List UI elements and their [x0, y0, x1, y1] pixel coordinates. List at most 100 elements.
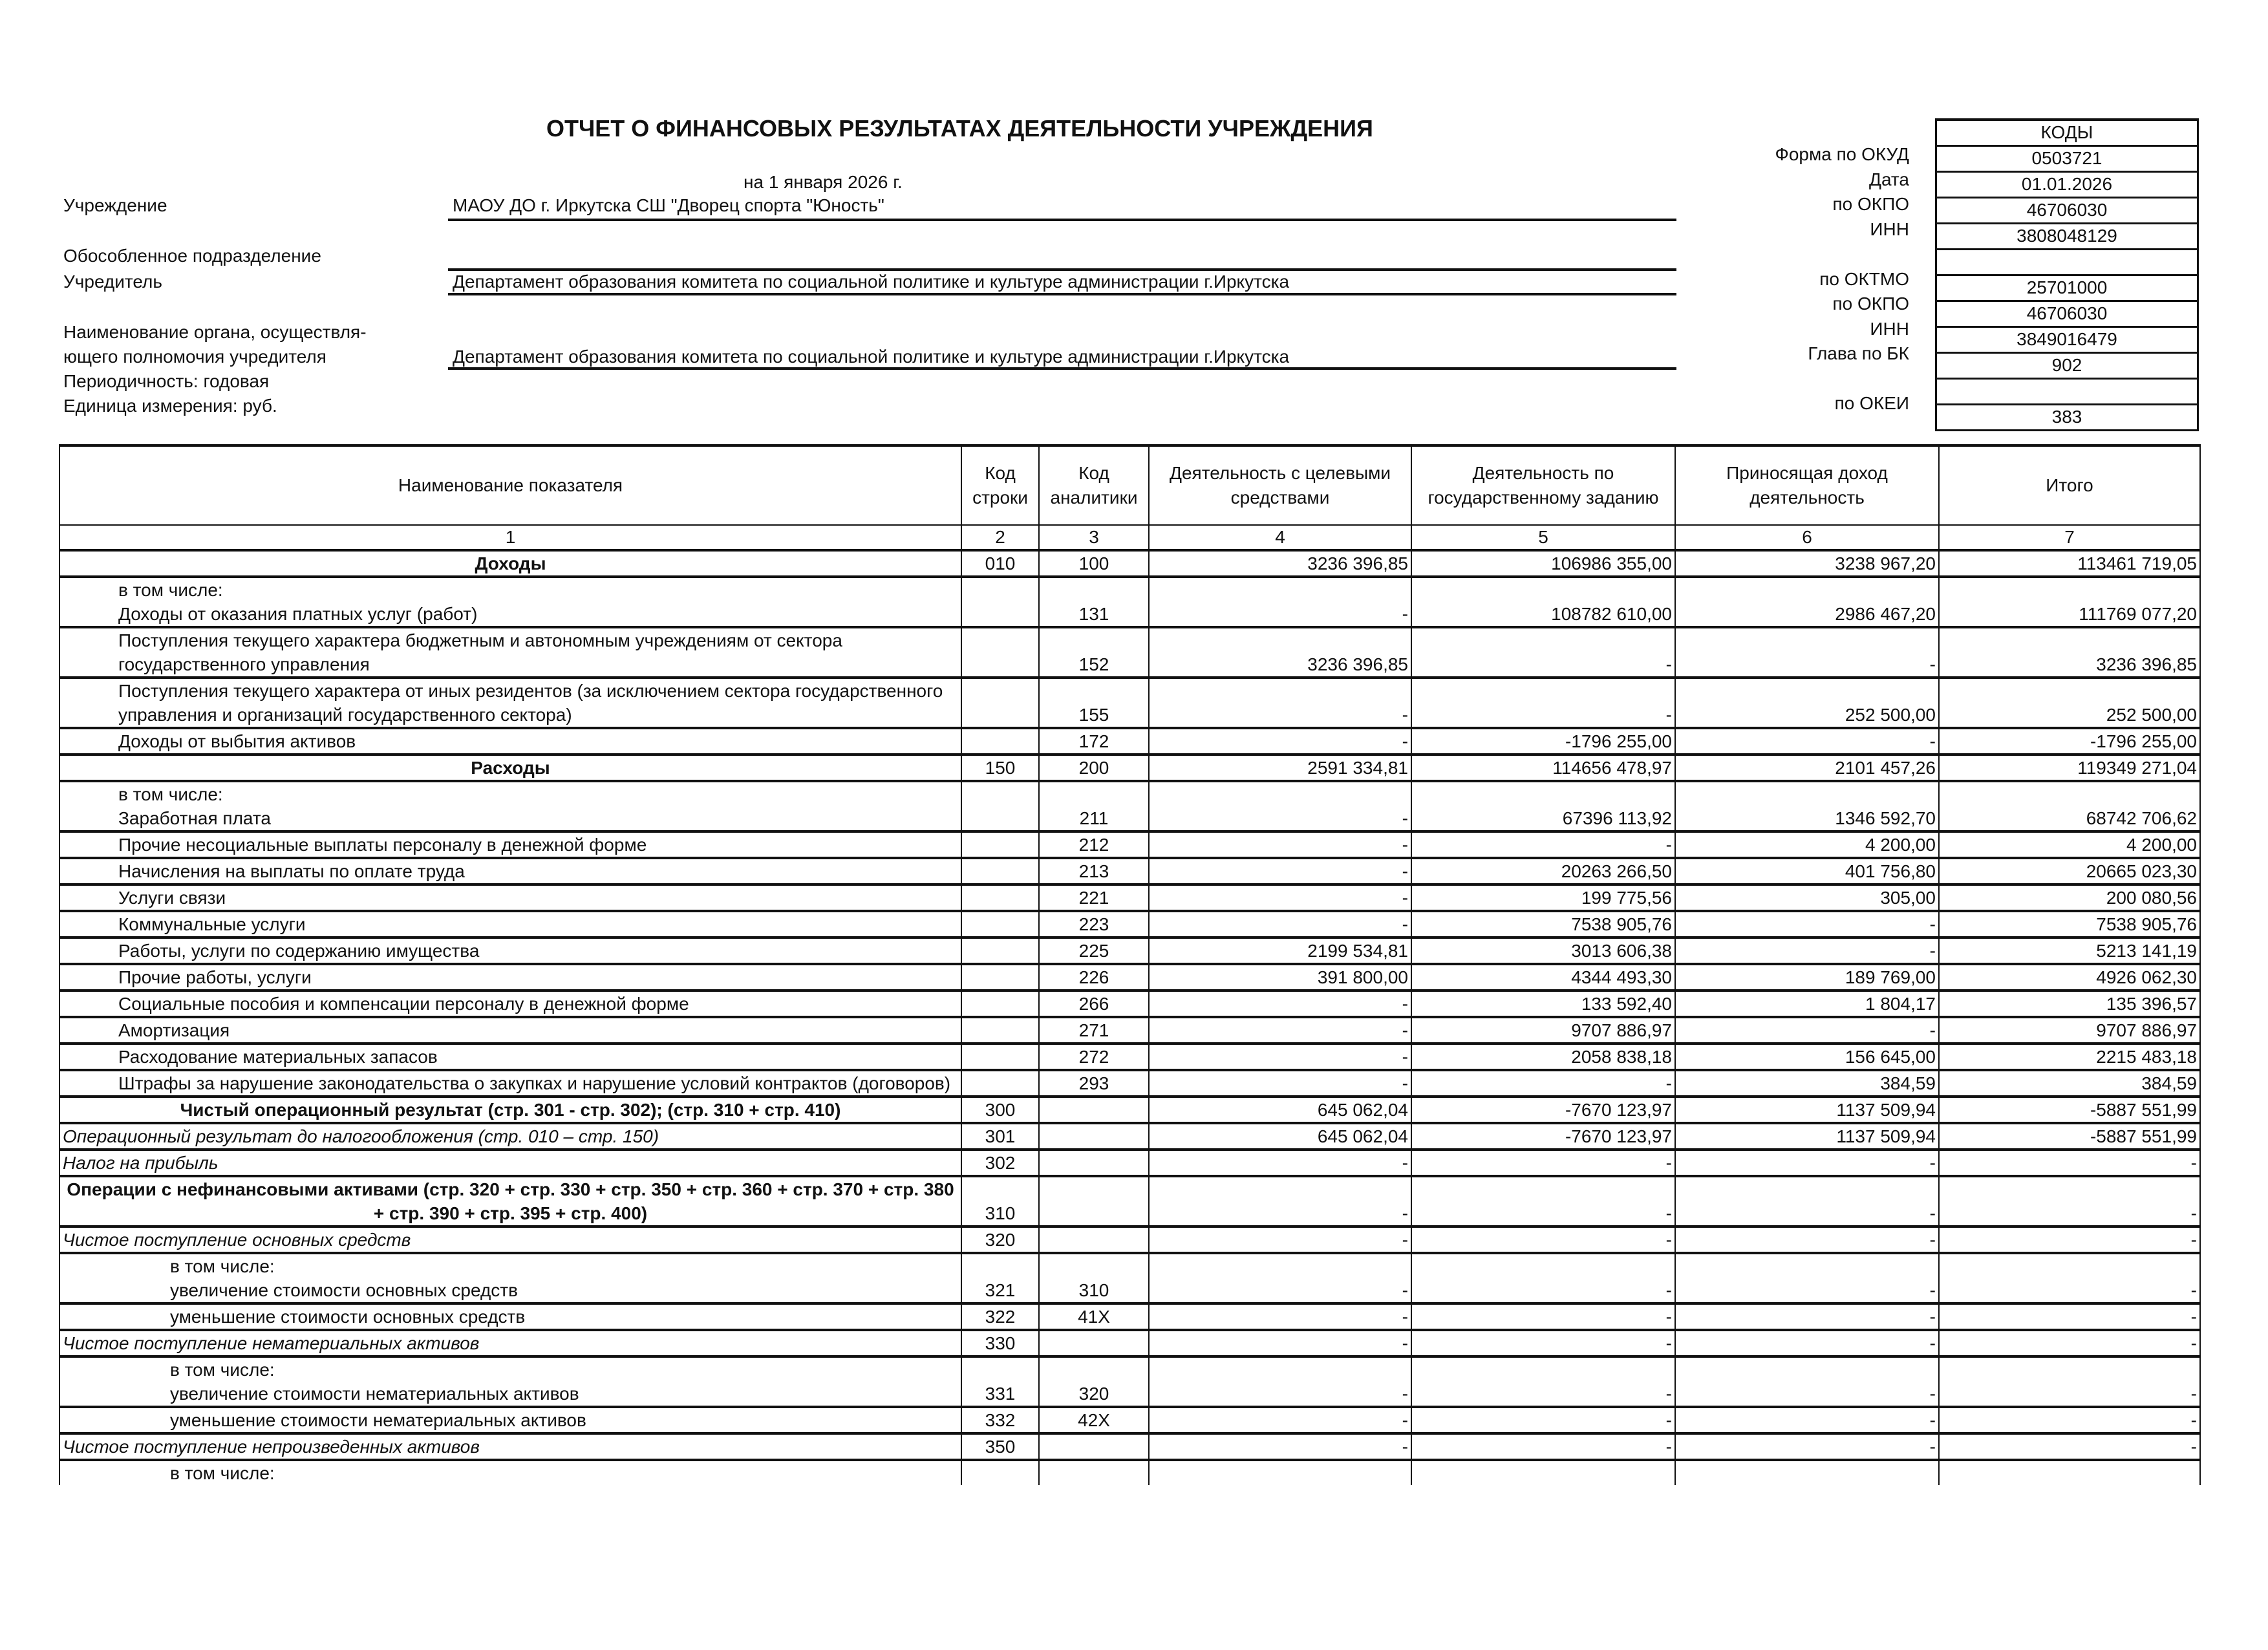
- table-row: Доходы от оказания платных услуг (работ)…: [59, 602, 2201, 628]
- income-activity: 2101 457,26: [1674, 755, 1940, 782]
- state-assignment: -: [1411, 1330, 1676, 1358]
- row-code: [961, 938, 1040, 965]
- table-row: Поступления текущего характера бюджетным…: [59, 627, 2201, 679]
- analytic-code: [1038, 1097, 1150, 1124]
- income-activity: -: [1674, 1176, 1940, 1228]
- table-row: Работы, услуги по содержанию имущества 22…: [59, 938, 2201, 965]
- row-label: в том числе:: [59, 1460, 962, 1485]
- institution-label: Учреждение: [63, 195, 167, 215]
- financial-results-table: Наименование показателя Код строки Код ана…: [59, 444, 2201, 1485]
- total: -: [1938, 1176, 2201, 1228]
- authority-value: Департамент образования комитета по соци…: [453, 347, 1290, 367]
- targeted-funds: -: [1148, 1382, 1412, 1408]
- row-label: Расходование материальных запасов: [59, 1044, 962, 1071]
- table-row: Чистое поступление нематериальных активо…: [59, 1330, 2201, 1358]
- code-label: ИНН: [1870, 318, 1909, 339]
- total: -: [1938, 1150, 2201, 1177]
- code-value: 25701000: [1935, 276, 2199, 302]
- targeted-funds: -: [1148, 1176, 1412, 1228]
- row-code: [961, 678, 1040, 729]
- total: 7538 905,76: [1938, 911, 2201, 939]
- income-activity: 401 756,80: [1674, 858, 1940, 886]
- analytic-code: [1038, 1227, 1150, 1254]
- column-number: 5: [1411, 524, 1676, 552]
- table-row: Поступления текущего характера от иных р…: [59, 678, 2201, 729]
- table-row: Операции с нефинансовыми активами (стр. …: [59, 1176, 2201, 1228]
- targeted-funds: -: [1148, 1407, 1412, 1435]
- row-code: [961, 781, 1040, 806]
- row-code: 320: [961, 1227, 1040, 1254]
- table-row: Операционный результат до налогообложени…: [59, 1123, 2201, 1151]
- row-label: Расходы: [59, 755, 962, 782]
- table-row: Доходы от выбытия активов 172- -1796 255,0…: [59, 728, 2201, 756]
- total: 135 396,57: [1938, 991, 2201, 1018]
- row-code: 350: [961, 1433, 1040, 1461]
- analytic-code: 223: [1038, 911, 1150, 939]
- row-code: 330: [961, 1330, 1040, 1358]
- state-assignment: -7670 123,97: [1411, 1097, 1676, 1124]
- state-assignment: -: [1411, 1278, 1676, 1305]
- state-assignment: 2058 838,18: [1411, 1044, 1676, 1071]
- table-row: в том числе:: [59, 1253, 2201, 1278]
- state-assignment: -1796 255,00: [1411, 728, 1676, 756]
- targeted-funds: -: [1148, 678, 1412, 729]
- table-row: в том числе:: [59, 577, 2201, 602]
- total: 5213 141,19: [1938, 938, 2201, 965]
- row-code: 322: [961, 1303, 1040, 1331]
- row-code: [961, 884, 1040, 912]
- code-value: 3808048129: [1935, 224, 2199, 250]
- row-label: Услуги связи: [59, 884, 962, 912]
- code-value: [1935, 250, 2199, 276]
- code-value: [1935, 380, 2199, 405]
- analytic-code: 200: [1038, 755, 1150, 782]
- state-assignment: -7670 123,97: [1411, 1123, 1676, 1151]
- income-activity: 2986 467,20: [1674, 602, 1940, 628]
- row-code: [961, 602, 1040, 628]
- founder-label: Учредитель: [63, 272, 162, 292]
- column-header: Код строки: [961, 444, 1040, 526]
- institution-value: МАОУ ДО г. Иркутска СШ "Дворец спорта "Ю…: [453, 195, 884, 215]
- analytic-code: [1038, 1150, 1150, 1177]
- row-label: в том числе:: [59, 1356, 962, 1382]
- row-code: [961, 991, 1040, 1018]
- analytic-code: 155: [1038, 678, 1150, 729]
- targeted-funds: -: [1148, 1070, 1412, 1098]
- row-label: Заработная плата: [59, 806, 962, 833]
- total: 111769 077,20: [1938, 602, 2201, 628]
- state-assignment: 199 775,56: [1411, 884, 1676, 912]
- row-code: [961, 577, 1040, 602]
- targeted-funds: -: [1148, 1150, 1412, 1177]
- row-code: 302: [961, 1150, 1040, 1177]
- row-label: Социальные пособия и компенсации персона…: [59, 991, 962, 1018]
- income-activity: -: [1674, 1150, 1940, 1177]
- row-label: Налог на прибыль: [59, 1150, 962, 1177]
- total: -: [1938, 1433, 2201, 1461]
- total: -: [1938, 1382, 2201, 1408]
- total: [1938, 1356, 2201, 1382]
- analytic-code: 100: [1038, 550, 1150, 578]
- targeted-funds: -: [1148, 858, 1412, 886]
- code-value: 46706030: [1935, 302, 2199, 328]
- row-code: [961, 627, 1040, 679]
- total: -: [1938, 1330, 2201, 1358]
- state-assignment: 106986 355,00: [1411, 550, 1676, 578]
- total: 4926 062,30: [1938, 964, 2201, 992]
- code-value: 46706030: [1935, 198, 2199, 224]
- state-assignment: 67396 113,92: [1411, 806, 1676, 833]
- code-value: 902: [1935, 354, 2199, 380]
- table-row: в том числе:: [59, 1356, 2201, 1382]
- targeted-funds: 391 800,00: [1148, 964, 1412, 992]
- founder-underline: [448, 293, 1676, 295]
- authority-label-2: ющего полномочия учредителя: [63, 347, 326, 367]
- state-assignment: 108782 610,00: [1411, 602, 1676, 628]
- total: -5887 551,99: [1938, 1123, 2201, 1151]
- row-label: Поступления текущего характера бюджетным…: [59, 627, 962, 679]
- report-title: ОТЧЕТ О ФИНАНСОВЫХ РЕЗУЛЬТАТАХ ДЕЯТЕЛЬНО…: [546, 115, 1373, 142]
- income-activity: 1 804,17: [1674, 991, 1940, 1018]
- analytic-code: [1038, 1356, 1150, 1382]
- total: -5887 551,99: [1938, 1097, 2201, 1124]
- code-label: Форма по ОКУД: [1775, 144, 1909, 164]
- table-row: Заработная плата 211-67396 113,92 1346 592…: [59, 806, 2201, 833]
- row-code: [961, 728, 1040, 756]
- total: 252 500,00: [1938, 678, 2201, 729]
